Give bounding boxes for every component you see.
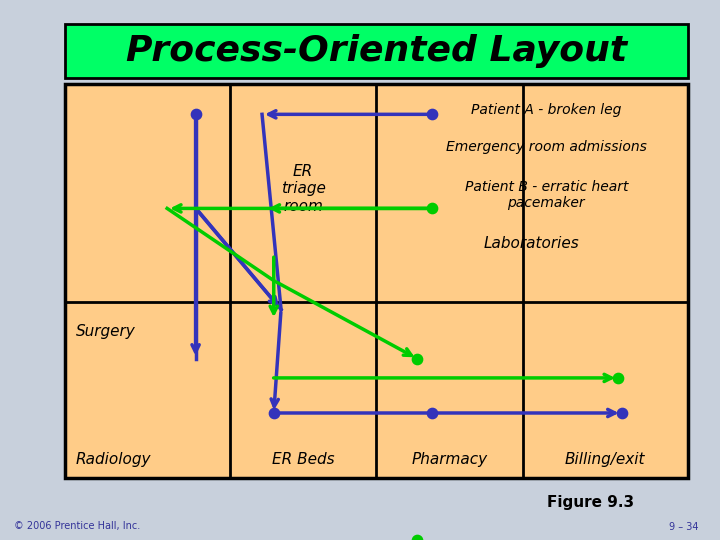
Text: Laboratories: Laboratories xyxy=(484,236,580,251)
Text: Patient A - broken leg: Patient A - broken leg xyxy=(471,103,621,117)
Text: Pharmacy: Pharmacy xyxy=(411,452,487,467)
Text: Patient B - erratic heart
pacemaker: Patient B - erratic heart pacemaker xyxy=(464,180,628,211)
Text: Radiology: Radiology xyxy=(76,452,151,467)
Point xyxy=(426,110,438,119)
Text: 9 – 34: 9 – 34 xyxy=(669,522,698,531)
Text: Figure 9.3: Figure 9.3 xyxy=(547,495,634,510)
Point xyxy=(426,204,438,213)
Point xyxy=(612,374,624,382)
Text: © 2006 Prentice Hall, Inc.: © 2006 Prentice Hall, Inc. xyxy=(14,522,140,531)
Point xyxy=(411,354,423,363)
Text: ER Beds: ER Beds xyxy=(271,452,334,467)
Point xyxy=(426,409,438,417)
Text: Process-Oriented Layout: Process-Oriented Layout xyxy=(125,35,627,68)
Bar xyxy=(65,24,688,78)
Point xyxy=(616,409,627,417)
Bar xyxy=(65,84,688,478)
Text: Emergency room admissions: Emergency room admissions xyxy=(446,140,647,154)
Point xyxy=(268,409,279,417)
Text: ER
triage
room: ER triage room xyxy=(281,164,325,214)
Point xyxy=(411,536,423,540)
Text: Surgery: Surgery xyxy=(76,324,135,339)
Text: Billing/exit: Billing/exit xyxy=(564,452,645,467)
Point xyxy=(190,110,202,119)
